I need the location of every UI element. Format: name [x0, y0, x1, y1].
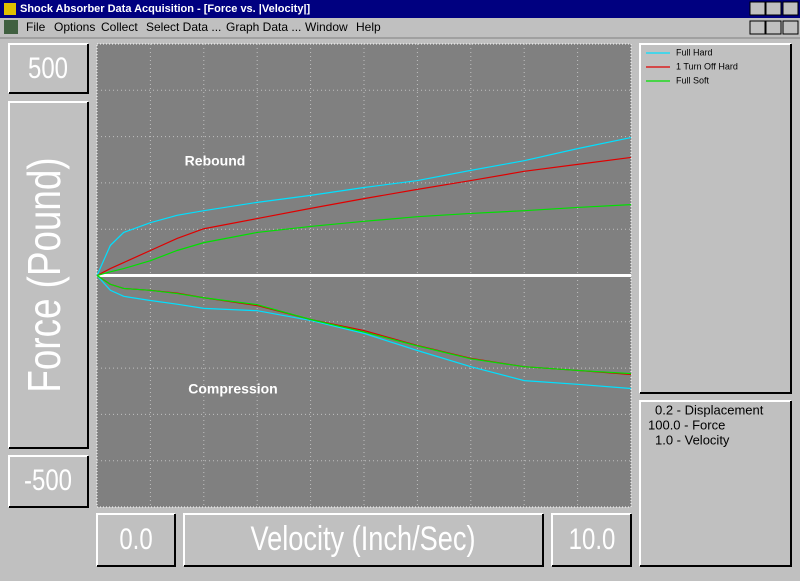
axis-text: 10.0 — [569, 521, 616, 555]
bevel-light — [639, 43, 791, 393]
xlabel-box — [184, 514, 543, 566]
axis-text: 0.0 — [119, 521, 152, 555]
xmin-box — [97, 514, 175, 566]
menu-item[interactable]: Select Data ... — [146, 20, 221, 34]
bevel-dark — [552, 514, 632, 567]
series-line — [96, 136, 632, 276]
bevel-light — [8, 43, 88, 93]
info-line: 0.2 - Displacement — [655, 402, 764, 417]
xmax-box — [552, 514, 631, 566]
info-line: 100.0 - Force — [648, 417, 725, 432]
info-box — [640, 401, 791, 566]
title-bar — [0, 0, 800, 18]
mdi-restore[interactable] — [765, 20, 782, 35]
legend-label: Full Hard — [676, 47, 713, 57]
mdi-minimize[interactable] — [749, 20, 766, 35]
doc-icon — [4, 20, 18, 34]
bevel-light — [8, 101, 88, 448]
legend-box — [640, 44, 791, 393]
bevel-dark — [97, 514, 176, 567]
axis-text: 500 — [28, 50, 68, 84]
legend-label: Full Soft — [676, 75, 710, 85]
menu-item[interactable]: File — [26, 20, 46, 34]
info-line: 1.0 - Velocity — [655, 432, 730, 447]
menu-item[interactable]: Options — [54, 20, 95, 34]
menu-item[interactable]: Window — [305, 20, 348, 34]
bevel-light — [639, 400, 791, 566]
ylabel-box — [9, 102, 88, 448]
menu-item[interactable]: Graph Data ... — [226, 20, 301, 34]
series-line — [96, 204, 632, 277]
bevel-light — [96, 513, 175, 566]
bevel-dark — [640, 401, 792, 567]
ymax-box — [9, 44, 88, 93]
menu-item[interactable]: Help — [356, 20, 381, 34]
bevel-dark — [184, 514, 544, 567]
ymin-box — [9, 456, 88, 507]
series-line — [96, 275, 632, 390]
bevel-light — [183, 513, 543, 566]
window-buttons — [749, 1, 799, 35]
bevel-dark — [640, 44, 792, 394]
axis-text: Velocity (Inch/Sec) — [250, 519, 475, 558]
restore-button[interactable] — [765, 1, 782, 16]
series-line — [96, 156, 632, 277]
bevel-light — [551, 513, 631, 566]
menu-item[interactable]: Collect — [101, 20, 138, 34]
legend-label: 1 Turn Off Hard — [676, 61, 738, 71]
bevel-dark — [9, 456, 89, 508]
annotation: Compression — [188, 381, 277, 397]
annotation: Rebound — [185, 153, 246, 169]
window-title: Shock Absorber Data Acquisition - [Force… — [20, 3, 311, 15]
bevel-dark — [9, 102, 89, 449]
minimize-button[interactable] — [749, 1, 766, 16]
mdi-close[interactable] — [782, 20, 799, 35]
axis-text: Force (Pound) — [18, 157, 70, 392]
series-line — [96, 274, 632, 375]
bevel-light — [8, 455, 88, 507]
bevel-dark — [9, 44, 89, 94]
app-icon — [4, 3, 16, 15]
close-button[interactable] — [782, 1, 799, 16]
axis-text: -500 — [24, 462, 72, 496]
